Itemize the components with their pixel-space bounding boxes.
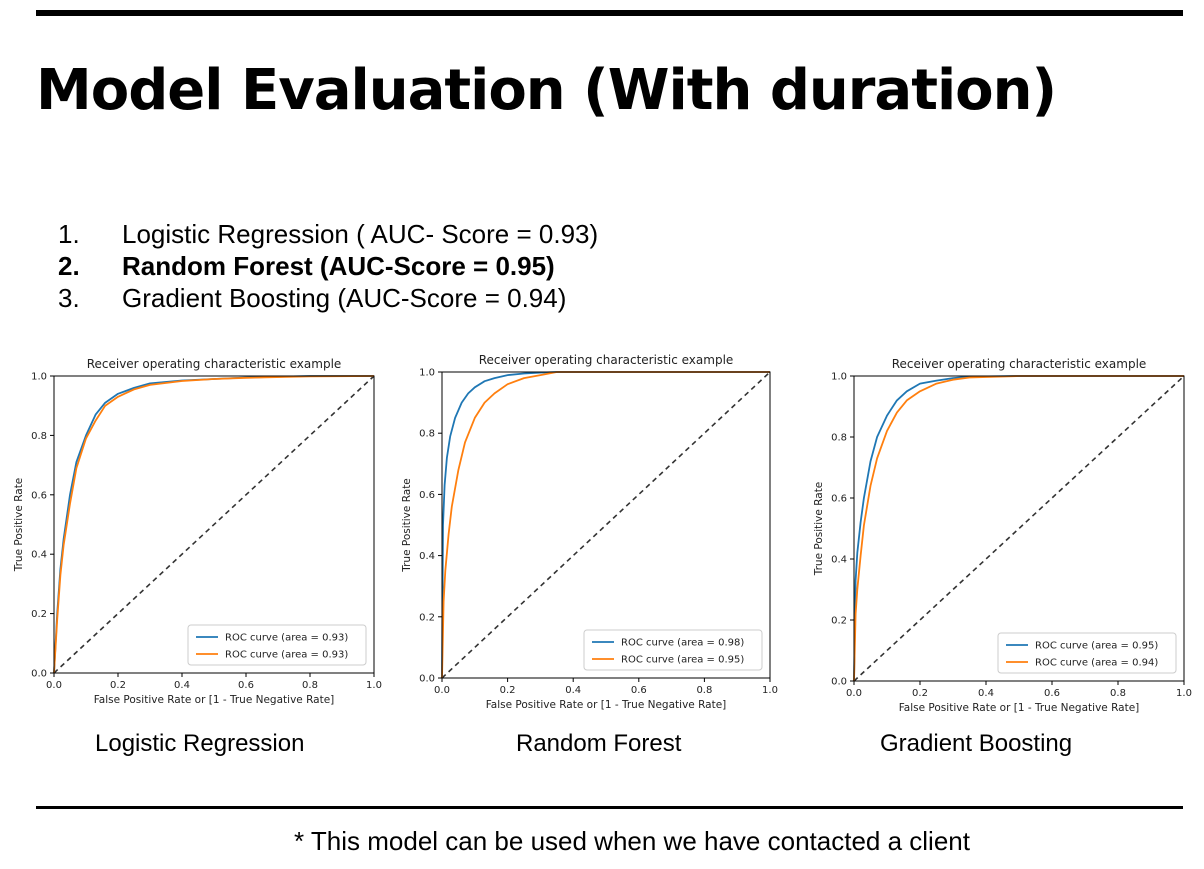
chart-title: Receiver operating characteristic exampl… xyxy=(87,357,342,371)
y-tick-label: 0.6 xyxy=(831,494,847,505)
x-tick-label: 0.8 xyxy=(302,680,318,691)
y-tick-label: 0.0 xyxy=(831,677,847,688)
legend-box xyxy=(187,624,367,666)
y-tick-label: 1.0 xyxy=(419,368,435,379)
model-list: 1. Logistic Regression ( AUC- Score = 0.9… xyxy=(58,218,598,314)
x-tick-label: 0.0 xyxy=(46,680,62,691)
x-tick-label: 0.2 xyxy=(110,680,126,691)
roc-chart-gradient-boosting: Receiver operating characteristic exampl… xyxy=(813,357,1192,714)
y-tick-label: 0.4 xyxy=(831,555,847,566)
list-number: 1. xyxy=(58,219,80,249)
list-item: 2. Random Forest (AUC-Score = 0.95) xyxy=(58,250,598,282)
plot-frame xyxy=(441,371,771,679)
roc-curve-series-1 xyxy=(853,375,1184,682)
list-text: Random Forest (AUC-Score = 0.95) xyxy=(122,251,555,281)
x-axis-label: False Positive Rate or [1 - True Negativ… xyxy=(94,694,335,706)
x-tick-label: 0.2 xyxy=(500,685,516,696)
legend-box xyxy=(583,629,763,671)
y-axis-label: True Positive Rate xyxy=(813,482,825,577)
list-text: Logistic Regression ( AUC- Score = 0.93) xyxy=(122,219,599,249)
x-tick-label: 0.4 xyxy=(565,685,581,696)
y-tick-label: 0.6 xyxy=(31,490,47,501)
list-text: Gradient Boosting (AUC-Score = 0.94) xyxy=(122,283,567,313)
legend-entry: ROC curve (area = 0.95) xyxy=(1035,641,1158,652)
chance-diagonal-line xyxy=(853,375,1185,682)
legend-entry: ROC curve (area = 0.98) xyxy=(621,638,744,649)
bottom-rule xyxy=(36,806,1183,809)
roc-curve-series-2 xyxy=(441,371,770,679)
y-tick-label: 1.0 xyxy=(31,372,47,383)
y-axis-label: True Positive Rate xyxy=(13,478,25,573)
y-tick-label: 1.0 xyxy=(831,372,847,383)
chart-title: Receiver operating characteristic exampl… xyxy=(479,353,734,367)
y-tick-label: 0.6 xyxy=(419,490,435,501)
y-tick-label: 0.8 xyxy=(31,431,47,442)
x-tick-label: 0.8 xyxy=(1110,688,1126,699)
x-tick-label: 0.6 xyxy=(238,680,254,691)
caption-gradient-boosting: Gradient Boosting xyxy=(880,730,1073,757)
roc-curve-series-2 xyxy=(853,375,1184,682)
x-tick-label: 0.2 xyxy=(912,688,928,699)
roc-curve-series-2 xyxy=(53,375,375,674)
legend-entry: ROC curve (area = 0.93) xyxy=(225,650,348,661)
legend-entry: ROC curve (area = 0.93) xyxy=(225,633,348,644)
y-axis-label: True Positive Rate xyxy=(401,478,413,573)
legend-entry: ROC curve (area = 0.95) xyxy=(621,655,744,666)
plot-frame xyxy=(53,375,375,674)
chance-diagonal-line xyxy=(441,371,771,679)
legend-entry: ROC curve (area = 0.94) xyxy=(1035,658,1158,669)
list-item: 1. Logistic Regression ( AUC- Score = 0.9… xyxy=(58,218,598,250)
roc-chart-logistic-regression: Receiver operating characteristic exampl… xyxy=(13,357,382,706)
x-tick-label: 0.0 xyxy=(846,688,862,699)
list-number: 2. xyxy=(58,251,80,281)
y-tick-label: 0.4 xyxy=(419,551,435,562)
x-tick-label: 0.4 xyxy=(978,688,994,699)
y-tick-label: 0.4 xyxy=(31,550,47,561)
x-tick-label: 0.6 xyxy=(631,685,647,696)
caption-logistic-regression: Logistic Regression xyxy=(95,730,305,757)
x-tick-label: 1.0 xyxy=(1176,688,1192,699)
list-item: 3. Gradient Boosting (AUC-Score = 0.94) xyxy=(58,282,598,314)
x-tick-label: 1.0 xyxy=(366,680,382,691)
plot-frame xyxy=(853,375,1185,682)
y-tick-label: 0.0 xyxy=(419,674,435,685)
y-tick-label: 0.0 xyxy=(31,669,47,680)
roc-chart-random-forest: Receiver operating characteristic exampl… xyxy=(401,353,778,711)
legend-box xyxy=(997,632,1177,674)
x-axis-label: False Positive Rate or [1 - True Negativ… xyxy=(486,699,727,711)
x-tick-label: 0.6 xyxy=(1044,688,1060,699)
caption-random-forest: Random Forest xyxy=(516,730,682,757)
list-number: 3. xyxy=(58,283,80,313)
footnote: * This model can be used when we have co… xyxy=(294,826,970,856)
chance-diagonal-line xyxy=(53,375,375,674)
x-axis-label: False Positive Rate or [1 - True Negativ… xyxy=(899,702,1140,714)
y-tick-label: 0.2 xyxy=(31,609,47,620)
chart-title: Receiver operating characteristic exampl… xyxy=(892,357,1147,371)
slide-title: Model Evaluation (With duration) xyxy=(36,58,1057,123)
top-rule xyxy=(36,10,1183,16)
y-tick-label: 0.8 xyxy=(419,429,435,440)
x-tick-label: 0.0 xyxy=(434,685,450,696)
x-tick-label: 0.4 xyxy=(174,680,190,691)
x-tick-label: 1.0 xyxy=(762,685,778,696)
y-tick-label: 0.2 xyxy=(419,612,435,623)
x-tick-label: 0.8 xyxy=(696,685,712,696)
y-tick-label: 0.8 xyxy=(831,433,847,444)
y-tick-label: 0.2 xyxy=(831,616,847,627)
